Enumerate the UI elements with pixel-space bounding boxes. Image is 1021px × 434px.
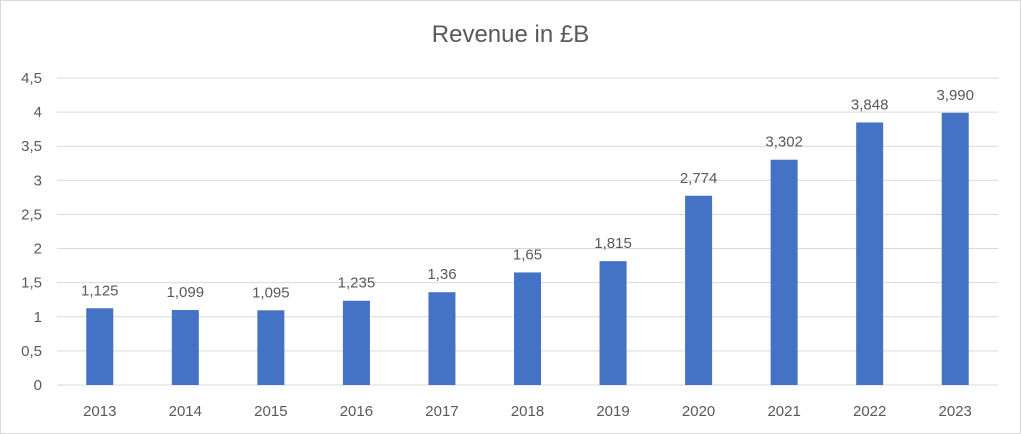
x-tick-label: 2018 xyxy=(511,403,544,420)
bar xyxy=(428,292,456,385)
data-label: 1,095 xyxy=(252,284,290,301)
x-tick-label: 2023 xyxy=(939,403,972,420)
x-tick-label: 2015 xyxy=(254,403,287,420)
bar xyxy=(599,261,627,385)
y-tick-label: 0,5 xyxy=(21,343,42,360)
x-tick-label: 2014 xyxy=(169,403,202,420)
bar xyxy=(514,272,541,385)
x-tick-label: 2013 xyxy=(83,403,116,420)
data-label: 3,848 xyxy=(851,96,889,113)
data-label: 2,774 xyxy=(680,170,718,187)
y-tick-label: 4,5 xyxy=(21,70,42,87)
x-tick-label: 2016 xyxy=(340,403,373,420)
data-label: 3,990 xyxy=(936,87,974,104)
y-tick-label: 3 xyxy=(34,172,42,189)
data-label: 1,815 xyxy=(594,235,632,252)
bar xyxy=(856,122,884,385)
x-tick-label: 2017 xyxy=(425,403,458,420)
chart-title: Revenue in £B xyxy=(431,21,590,48)
data-label: 1,235 xyxy=(338,275,376,292)
x-tick-label: 2019 xyxy=(596,403,629,420)
data-label: 1,36 xyxy=(427,266,456,283)
y-tick-label: 1,5 xyxy=(21,275,42,292)
y-tick-label: 2 xyxy=(34,241,42,258)
data-label: 1,65 xyxy=(513,246,542,263)
bar xyxy=(770,159,798,385)
x-tick-label: 2021 xyxy=(767,403,800,420)
data-label: 1,099 xyxy=(167,284,205,301)
y-tick-label: 4 xyxy=(34,104,42,121)
bar xyxy=(342,300,370,385)
data-label: 1,125 xyxy=(81,282,119,299)
y-tick-label: 2,5 xyxy=(21,206,42,223)
bar xyxy=(685,195,713,385)
y-tick-label: 1 xyxy=(34,309,42,326)
x-tick-label: 2022 xyxy=(853,403,886,420)
y-tick-label: 0 xyxy=(34,377,42,394)
x-tick-label: 2020 xyxy=(682,403,715,420)
bar xyxy=(86,308,114,385)
bar xyxy=(257,310,285,385)
bar xyxy=(171,310,199,385)
bar xyxy=(941,112,969,385)
data-label: 3,302 xyxy=(765,134,803,151)
y-tick-label: 3,5 xyxy=(21,138,42,155)
